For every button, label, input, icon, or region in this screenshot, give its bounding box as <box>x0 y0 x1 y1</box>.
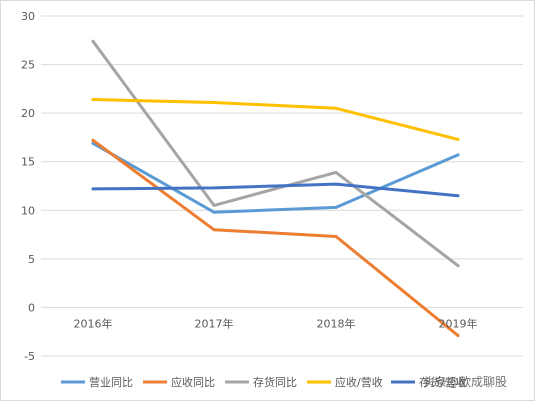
y-axis-ticks: -5 0 5 10 15 20 25 30 <box>21 10 35 363</box>
y-tick-label-6: 25 <box>21 59 35 72</box>
data-point-1-2 <box>334 235 338 238</box>
data-point-2-2 <box>334 170 338 174</box>
legend-label-1: 应收同比 <box>171 375 215 389</box>
x-tick-label-0: 2016年 <box>74 316 113 330</box>
legend-label-2: 存货同比 <box>253 375 297 389</box>
x-tick-label-1: 2017年 <box>195 316 234 330</box>
series-lines <box>91 39 460 338</box>
data-point-4-1 <box>212 186 216 190</box>
data-point-2-1 <box>212 203 216 207</box>
data-point-3-1 <box>212 101 216 104</box>
y-tick-label-2: 5 <box>28 253 35 266</box>
y-tick-label-5: 20 <box>21 107 35 120</box>
data-point-1-3 <box>456 334 460 338</box>
legend-label-3: 应收/营收 <box>335 375 383 389</box>
watermark-text: 头条@欧成聊股 <box>423 375 507 389</box>
data-point-3-0 <box>91 98 95 101</box>
y-tick-label-4: 15 <box>21 156 35 169</box>
data-point-3-3 <box>456 137 460 141</box>
data-point-1-0 <box>91 138 95 142</box>
y-tick-label-1: 0 <box>28 301 35 314</box>
x-tick-label-3: 2019年 <box>439 316 478 330</box>
legend: 营业同比 应收同比 存货同比 应收/营收 存货/营收 <box>61 375 467 389</box>
x-tick-label-2: 2018年 <box>317 316 356 330</box>
series-line-3 <box>91 98 460 141</box>
data-point-1-1 <box>212 228 216 232</box>
data-point-3-2 <box>334 106 338 110</box>
series-line-2 <box>91 39 460 268</box>
data-point-0-2 <box>334 205 338 209</box>
legend-label-0: 营业同比 <box>89 375 133 389</box>
legend-label-4: 存货/营收 <box>419 375 467 389</box>
y-tick-label-3: 10 <box>21 204 35 217</box>
data-point-0-3 <box>456 153 460 157</box>
data-point-4-2 <box>334 182 338 186</box>
data-point-4-3 <box>456 194 460 198</box>
series-line-4 <box>91 182 460 198</box>
y-tick-label-7: 30 <box>21 10 35 23</box>
series-line-1 <box>91 138 460 338</box>
data-point-2-3 <box>456 264 460 268</box>
series-line-0 <box>91 141 460 214</box>
x-axis-ticks: 2016年 2017年 2018年 2019年 <box>74 316 478 330</box>
data-point-2-0 <box>91 39 95 43</box>
y-tick-label-0: -5 <box>24 350 35 363</box>
data-point-4-0 <box>91 187 95 191</box>
data-point-0-1 <box>212 210 216 214</box>
